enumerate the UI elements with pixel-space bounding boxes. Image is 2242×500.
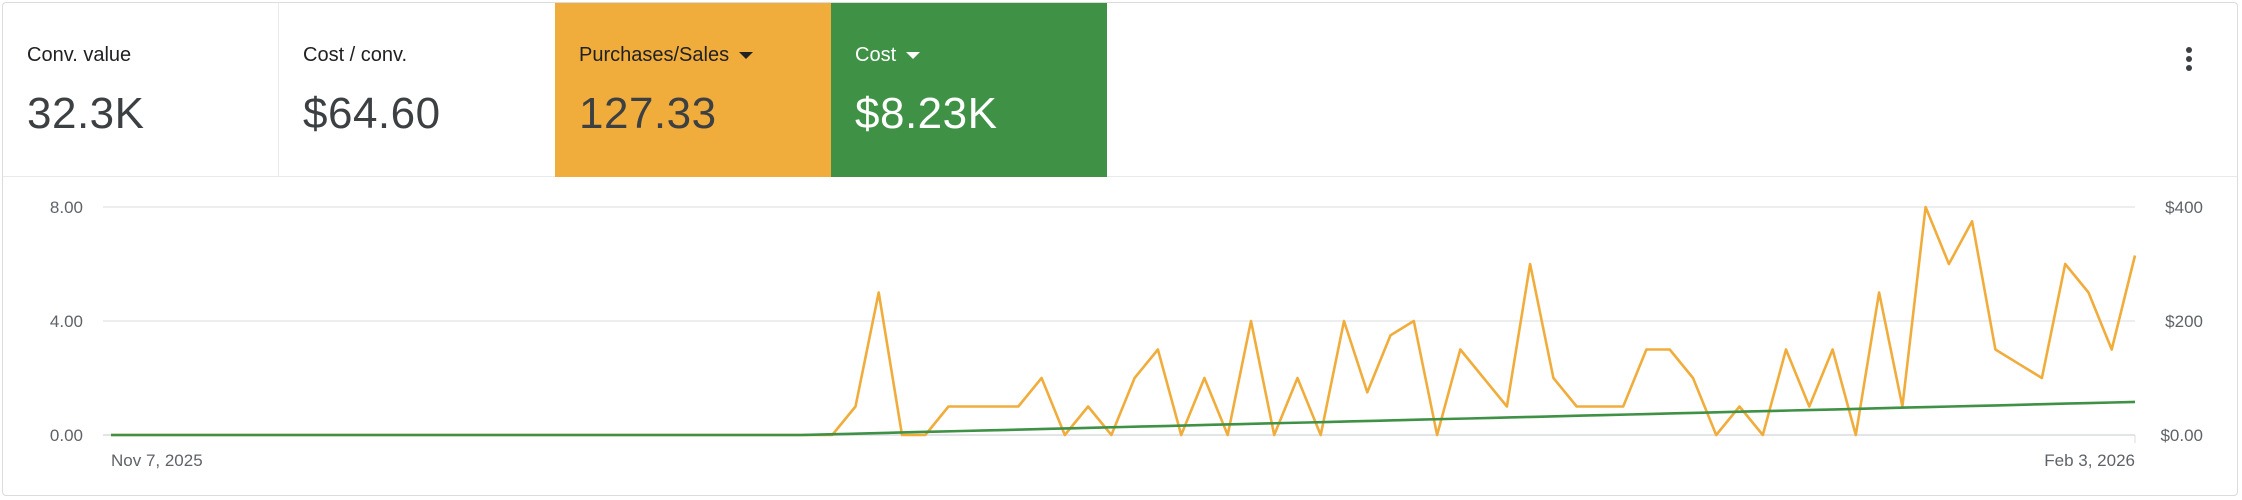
metric-label: Cost / conv. <box>303 39 531 71</box>
metric-tile-cost[interactable]: Cost $8.23K <box>831 3 1107 177</box>
caret-down-icon[interactable] <box>906 51 921 59</box>
y-right-tick-label: $400 <box>2165 198 2203 217</box>
metric-value: 127.33 <box>579 89 717 138</box>
metric-label-text: Cost / conv. <box>303 43 408 66</box>
x-tick-label-start: Nov 7, 2025 <box>111 451 203 470</box>
y-right-tick-label: $0.00 <box>2160 426 2203 445</box>
metric-label-text: Purchases/Sales <box>579 43 730 66</box>
metric-tile-purchases-sales[interactable]: Purchases/Sales 127.33 <box>555 3 831 177</box>
metric-label-text: Conv. value <box>27 43 132 66</box>
y-left-tick-label: 0.00 <box>50 426 83 445</box>
metric-value: $8.23K <box>855 89 998 138</box>
metric-label: Conv. value <box>27 39 254 71</box>
metric-value: $64.60 <box>303 89 441 138</box>
y-left-tick-label: 8.00 <box>50 198 83 217</box>
x-tick-label-end: Feb 3, 2026 <box>2044 451 2135 470</box>
metric-value: 32.3K <box>27 89 145 138</box>
metric-label-text: Cost <box>855 43 897 66</box>
metric-tiles: Conv. value 32.3K Cost / conv. $64.60 Pu… <box>3 3 2237 177</box>
y-left-tick-label: 4.00 <box>50 312 83 331</box>
series-line-cost <box>111 400 2136 437</box>
caret-down-icon[interactable] <box>739 51 754 59</box>
metric-label[interactable]: Purchases/Sales <box>579 39 807 71</box>
metric-label[interactable]: Cost <box>855 39 1083 71</box>
line-chart: 8.00 $400 4.00 $200 0.00 $0.00 Nov 7, 2025 Feb … <box>50 198 2203 470</box>
more-vert-icon[interactable] <box>2177 43 2201 75</box>
y-right-tick-label: $200 <box>2165 312 2203 331</box>
metric-tile-cost-per-conv[interactable]: Cost / conv. $64.60 <box>279 3 555 177</box>
metric-tile-conv-value[interactable]: Conv. value 32.3K <box>3 3 279 177</box>
